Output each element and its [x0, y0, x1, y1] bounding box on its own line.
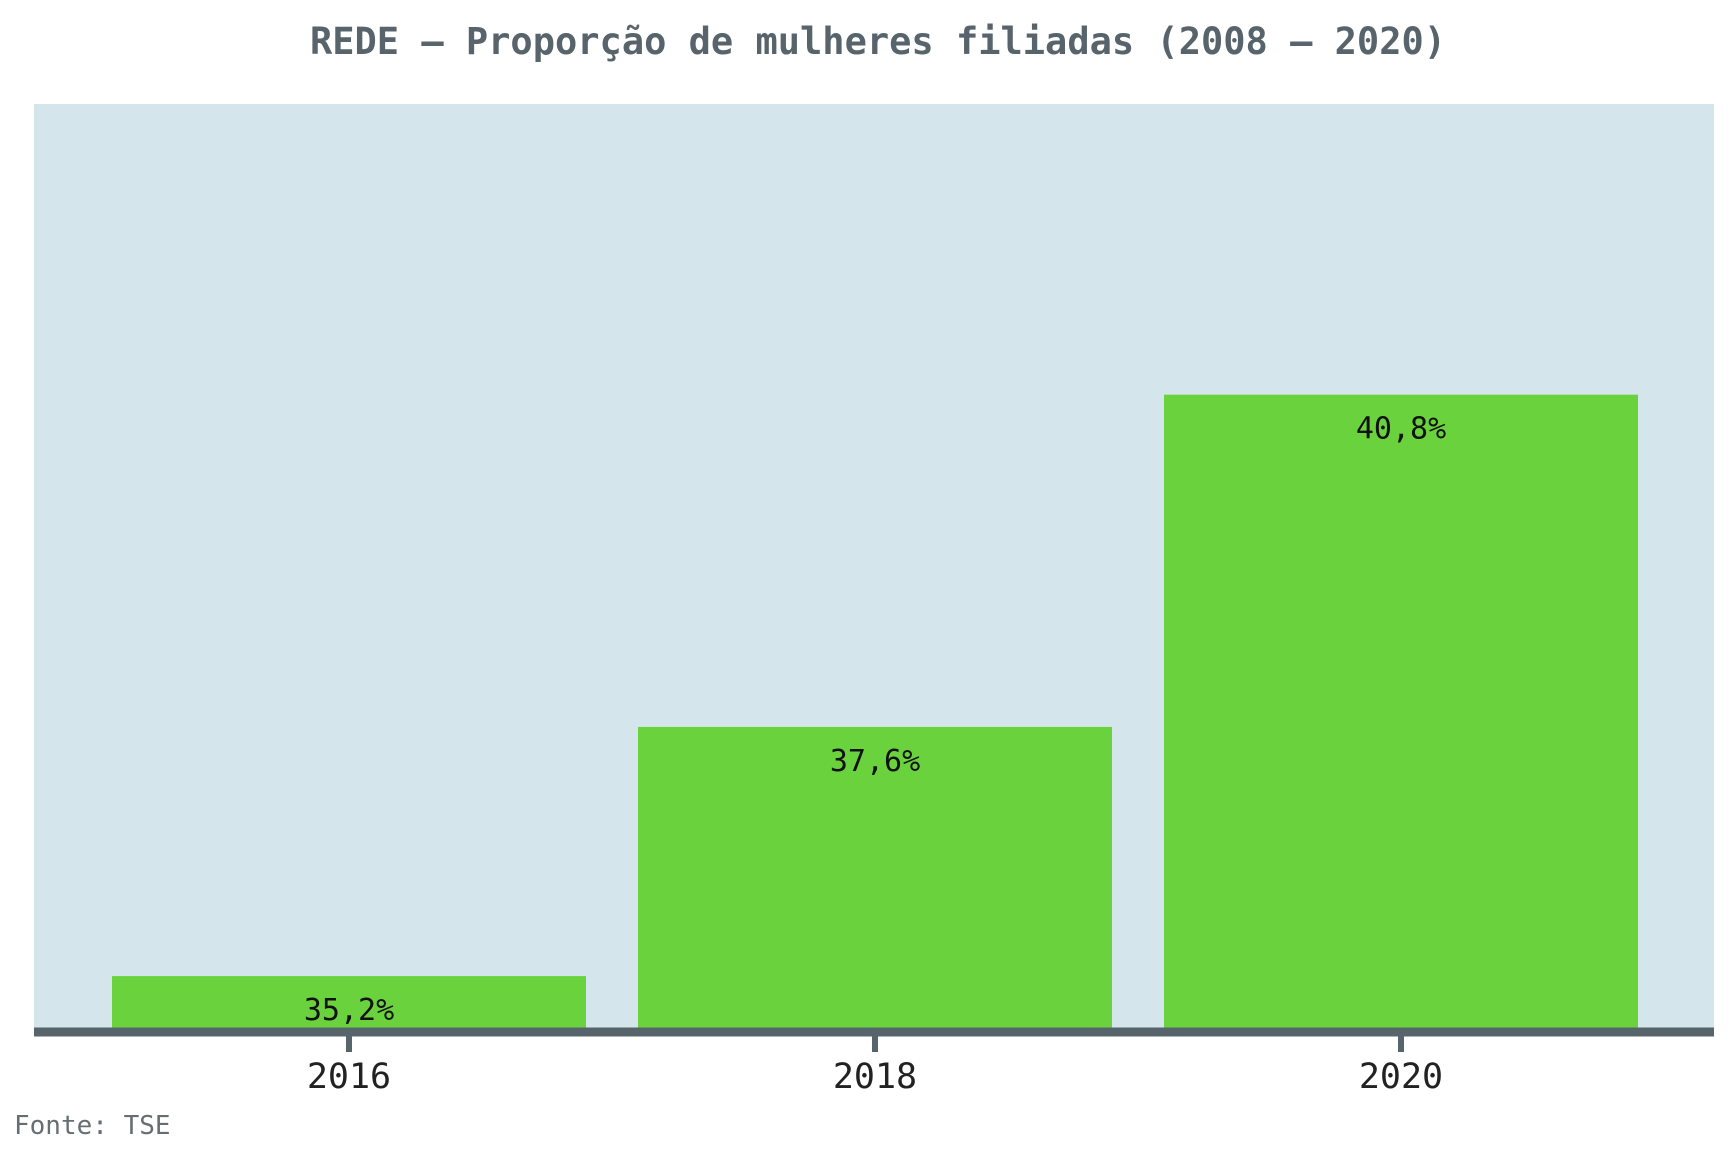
bar-labels-group: 35,2% 37,6% 40,8% — [304, 412, 1446, 1028]
bar-2016 — [112, 976, 586, 1028]
bar-value-label-2020: 40,8% — [1356, 412, 1446, 447]
x-tick-labels-group: 2016 2018 2020 — [307, 1057, 1443, 1097]
bar-value-label-2016: 35,2% — [304, 993, 394, 1028]
x-tick-label-2020: 2020 — [1359, 1057, 1443, 1097]
x-tick-label-2018: 2018 — [833, 1057, 917, 1097]
x-ticks-group — [346, 1032, 1404, 1052]
bar-2020 — [1164, 394, 1638, 1028]
x-tick-label-2016: 2016 — [307, 1057, 391, 1097]
source-note: Fonte: TSE — [14, 1111, 171, 1141]
bars-group — [112, 394, 1638, 1028]
bar-2018 — [638, 726, 1112, 1028]
bar-value-label-2018: 37,6% — [830, 744, 920, 779]
chart-title: REDE – Proporção de mulheres filiadas (2… — [310, 20, 1446, 63]
